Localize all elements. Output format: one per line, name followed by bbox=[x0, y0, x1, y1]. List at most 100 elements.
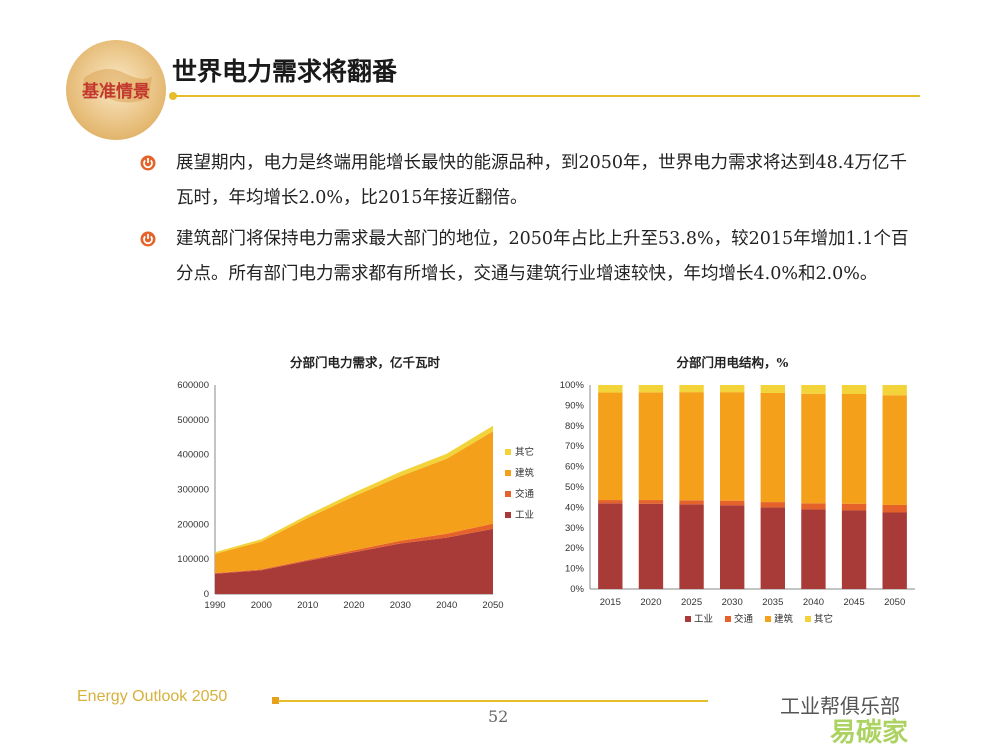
bar-segment bbox=[598, 500, 623, 504]
y-tick-label: 400000 bbox=[177, 450, 209, 461]
bar-segment bbox=[841, 510, 867, 589]
globe-logo: 基准情景 bbox=[66, 40, 166, 140]
bar-segment bbox=[638, 392, 664, 501]
bar-segment bbox=[801, 503, 826, 510]
y-tick-label: 10% bbox=[565, 564, 585, 575]
legend-label: 交通 bbox=[515, 488, 535, 500]
bullet-item: 建筑部门将保持电力需求最大部门的地位，2050年占比上升至53.8%，较2015… bbox=[140, 222, 920, 292]
bar-segment bbox=[679, 385, 704, 393]
bar-segment bbox=[882, 504, 907, 513]
x-tick-label: 2020 bbox=[640, 597, 661, 608]
y-tick-label: 0 bbox=[204, 589, 209, 600]
legend-label: 交通 bbox=[734, 613, 754, 625]
bar-segment bbox=[801, 393, 826, 504]
footer-rule-marker bbox=[272, 697, 279, 704]
watermark-site: 易碳家 bbox=[830, 718, 909, 748]
x-tick-label: 1990 bbox=[204, 600, 225, 611]
bar-segment bbox=[679, 504, 704, 589]
bar-segment bbox=[679, 392, 704, 501]
x-tick-label: 2015 bbox=[600, 597, 621, 608]
page-title: 世界电力需求将翻番 bbox=[172, 57, 398, 86]
x-tick-label: 2050 bbox=[482, 600, 503, 611]
legend-label: 建筑 bbox=[515, 467, 535, 479]
y-tick-label: 300000 bbox=[177, 485, 209, 496]
legend-label: 其它 bbox=[515, 446, 534, 458]
x-tick-label: 2040 bbox=[803, 597, 824, 608]
bar-segment bbox=[638, 503, 664, 589]
y-tick-label: 60% bbox=[565, 462, 585, 473]
bar-segment bbox=[760, 385, 785, 393]
bar-segment bbox=[638, 500, 664, 504]
page-number: 52 bbox=[488, 707, 509, 726]
x-tick-label: 2030 bbox=[390, 600, 411, 611]
bullet-text: 展望期内，电力是终端用能增长最快的能源品种，到2050年，世界电力需求将达到48… bbox=[176, 153, 907, 208]
title-rule bbox=[172, 95, 920, 97]
legend-swatch bbox=[685, 616, 691, 622]
x-tick-label: 2050 bbox=[884, 597, 905, 608]
legend-swatch bbox=[505, 449, 511, 455]
x-tick-label: 2040 bbox=[436, 600, 457, 611]
footer-rule bbox=[278, 700, 708, 702]
bar-segment bbox=[841, 503, 867, 511]
x-tick-label: 2035 bbox=[762, 597, 783, 608]
y-tick-label: 100% bbox=[560, 380, 585, 391]
x-tick-label: 2025 bbox=[681, 597, 702, 608]
watermark-text: 工业帮俱乐部 bbox=[780, 694, 900, 718]
legend-label: 工业 bbox=[694, 614, 713, 625]
y-tick-label: 40% bbox=[565, 502, 585, 513]
bar-segment bbox=[720, 392, 745, 501]
stacked-bar-chart: 分部门用电结构，% 0% 10% 20% 30% 40% 50% 60% 70% 80% 90% 10… bbox=[560, 355, 915, 625]
bar-segment bbox=[679, 500, 704, 505]
legend-swatch bbox=[505, 470, 511, 476]
x-tick-label: 2045 bbox=[843, 597, 864, 608]
legend-label: 工业 bbox=[515, 510, 534, 521]
legend-label: 其它 bbox=[814, 613, 833, 625]
y-tick-label: 500000 bbox=[177, 415, 209, 426]
bar-segment bbox=[801, 385, 826, 394]
y-tick-label: 90% bbox=[565, 400, 585, 411]
chart-title: 分部门用电结构，% bbox=[677, 355, 789, 370]
y-tick-label: 50% bbox=[565, 482, 585, 493]
x-tick-label: 2000 bbox=[251, 600, 272, 611]
x-tick-label: 2010 bbox=[297, 600, 318, 611]
legend-swatch bbox=[765, 616, 771, 622]
bar-segment bbox=[841, 393, 867, 504]
y-tick-label: 70% bbox=[565, 441, 585, 452]
legend-label: 建筑 bbox=[774, 613, 794, 625]
bar-segment bbox=[760, 392, 785, 503]
y-tick-label: 600000 bbox=[177, 380, 209, 391]
y-tick-label: 20% bbox=[565, 543, 585, 554]
bar-segment bbox=[760, 502, 785, 508]
legend-swatch bbox=[505, 491, 511, 497]
y-tick-label: 100000 bbox=[177, 554, 209, 565]
bullet-list: 展望期内，电力是终端用能增长最快的能源品种，到2050年，世界电力需求将达到48… bbox=[140, 146, 920, 298]
bar-segment bbox=[598, 385, 623, 393]
bar-segment bbox=[882, 512, 907, 589]
bar-segment bbox=[598, 392, 623, 501]
legend-swatch bbox=[725, 616, 731, 622]
badge-text: 基准情景 bbox=[81, 81, 150, 102]
legend-swatch bbox=[505, 512, 511, 518]
bar-segment bbox=[720, 505, 745, 589]
area-series-3 bbox=[215, 431, 493, 574]
bar-segment bbox=[720, 500, 745, 506]
legend-swatch bbox=[805, 616, 811, 622]
footer-brand: Energy Outlook 2050 bbox=[77, 688, 228, 705]
y-tick-label: 200000 bbox=[177, 519, 209, 530]
x-tick-label: 2020 bbox=[343, 600, 364, 611]
y-tick-label: 80% bbox=[565, 421, 585, 432]
bullet-item: 展望期内，电力是终端用能增长最快的能源品种，到2050年，世界电力需求将达到48… bbox=[140, 146, 920, 216]
power-bullet-icon bbox=[140, 155, 156, 171]
area-chart: 分部门电力需求，亿千瓦时 0 100000 200000 300000 400000 500… bbox=[177, 355, 535, 611]
bar-segment bbox=[638, 385, 664, 393]
bar-segment bbox=[882, 395, 907, 505]
bar-segment bbox=[720, 385, 745, 393]
x-tick-label: 2030 bbox=[722, 597, 743, 608]
y-tick-label: 0% bbox=[570, 584, 584, 595]
bar-segment bbox=[801, 509, 826, 589]
bar-segment bbox=[598, 503, 623, 589]
bullet-text: 建筑部门将保持电力需求最大部门的地位，2050年占比上升至53.8%，较2015… bbox=[176, 229, 909, 284]
bar-segment bbox=[841, 385, 867, 394]
area-series-1 bbox=[215, 528, 493, 594]
chart-title: 分部门电力需求，亿千瓦时 bbox=[290, 355, 441, 370]
